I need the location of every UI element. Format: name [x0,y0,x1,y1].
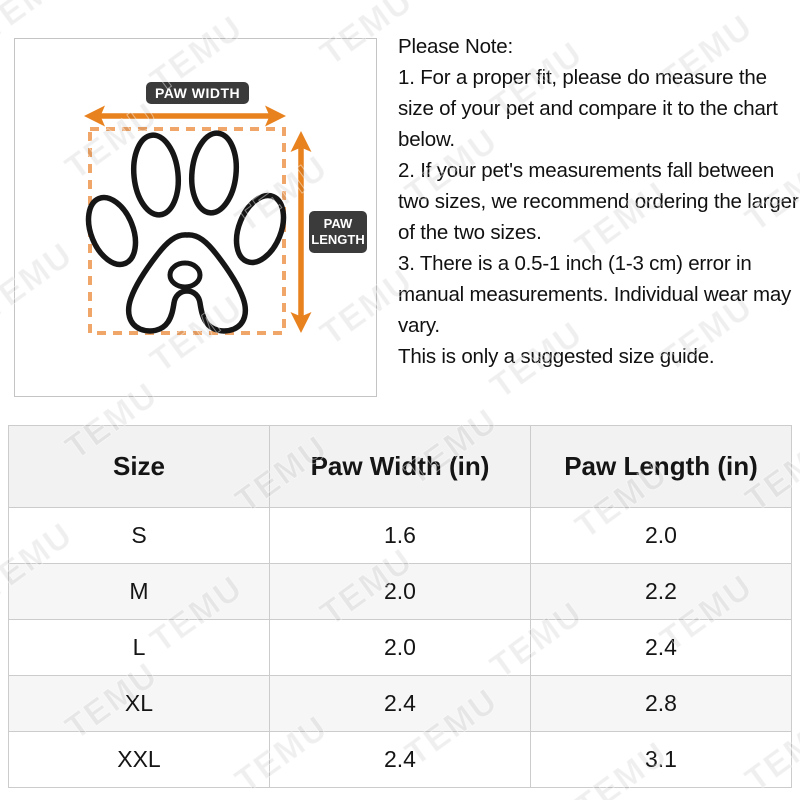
table-row-s: S 1.6 2.0 [8,507,792,564]
note-footer: This is only a suggested size guide. [398,345,715,368]
cell-paw-width: 2.4 [269,731,531,788]
cell-paw-width: 2.0 [269,619,531,676]
note-section: Please Note: 1. For a proper fit, please… [398,31,800,372]
cell-paw-length: 2.8 [530,675,792,732]
cell-paw-length: 2.0 [530,507,792,564]
table-row-l: L 2.0 2.4 [8,619,792,676]
table-row-xl: XL 2.4 2.8 [8,675,792,732]
paw-length-arrow [290,131,312,333]
cell-size: XXL [8,731,270,788]
cell-paw-width: 1.6 [269,507,531,564]
table-row-m: M 2.0 2.2 [8,563,792,620]
table-row-xxl: XXL 2.4 3.1 [8,731,792,788]
paw-print-illustration [85,130,287,334]
table-header-row: Size Paw Width (in) Paw Length (in) [8,425,792,508]
cell-paw-length: 3.1 [530,731,792,788]
cell-paw-length: 2.2 [530,563,792,620]
column-header-size: Size [8,425,270,508]
paw-length-label: PAW LENGTH [309,211,367,253]
column-header-paw-length: Paw Length (in) [530,425,792,508]
cell-size: XL [8,675,270,732]
note-title: Please Note: [398,35,513,58]
cell-paw-width: 2.0 [269,563,531,620]
cell-size: M [8,563,270,620]
cell-size: L [8,619,270,676]
size-chart-table: Size Paw Width (in) Paw Length (in) S 1.… [8,425,792,788]
cell-size: S [8,507,270,564]
paw-width-label: PAW WIDTH [146,82,250,104]
paw-width-arrow [84,105,286,127]
note-item-2: 2. If your pet's measurements fall betwe… [398,159,799,244]
paw-diagram-graphic [84,105,312,335]
note-item-3: 3. There is a 0.5-1 inch (1-3 cm) error … [398,252,792,337]
cell-paw-length: 2.4 [530,619,792,676]
column-header-paw-width: Paw Width (in) [269,425,531,508]
paw-measurement-diagram: PAW WIDTH PAW LENGTH [14,38,377,397]
note-item-1: 1. For a proper fit, please do measure t… [398,66,778,151]
cell-paw-width: 2.4 [269,675,531,732]
